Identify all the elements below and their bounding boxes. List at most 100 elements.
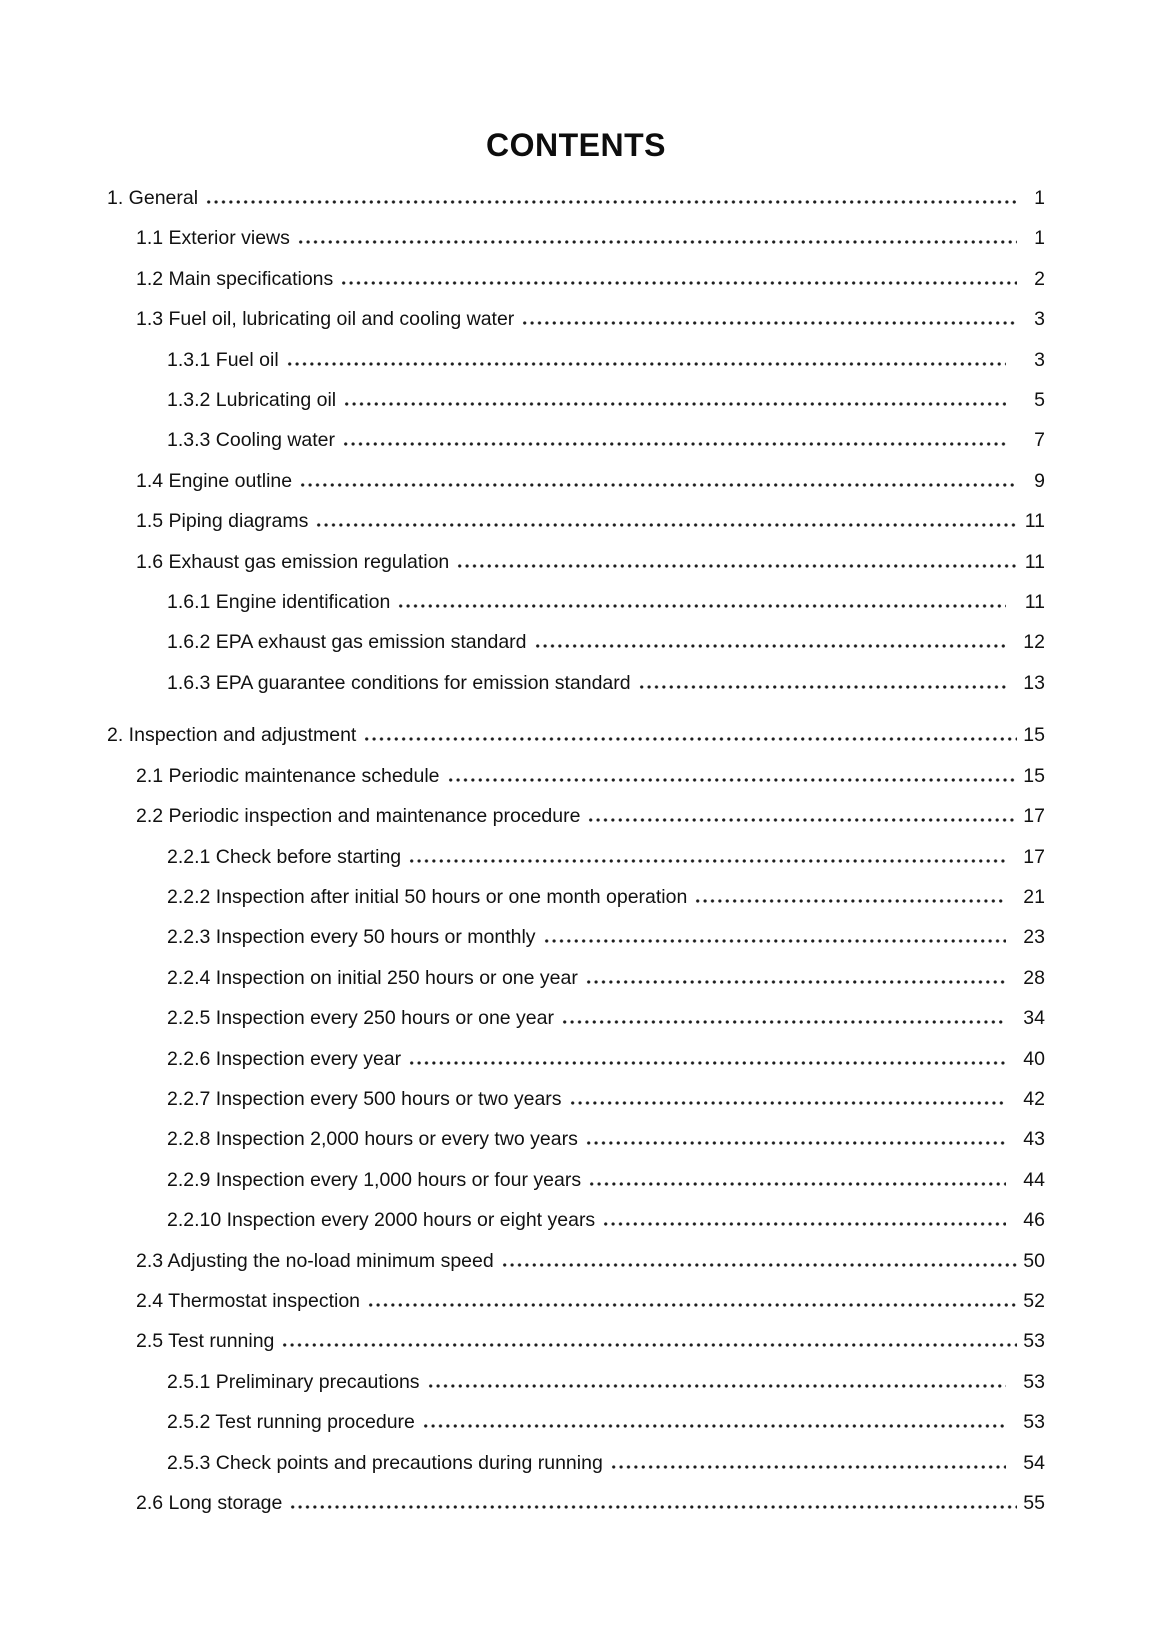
toc-entry: 1.5 Piping diagrams 11 <box>107 501 1045 541</box>
toc-dot-leader <box>408 1060 1006 1065</box>
toc-entry-page: 43 <box>1023 1128 1045 1151</box>
toc-dot-leader <box>584 979 1006 984</box>
toc-dot-leader <box>602 1222 1006 1227</box>
toc-entry: 2.2.6 Inspection every year 40 <box>107 1039 1045 1079</box>
toc-entry-page: 2 <box>1034 267 1045 290</box>
toc-entry-page: 34 <box>1023 1007 1045 1030</box>
toc-entry-page: 50 <box>1023 1249 1045 1272</box>
toc-dot-leader <box>421 1424 1006 1429</box>
toc-entry-page: 55 <box>1023 1492 1045 1514</box>
toc-entry-page: 54 <box>1023 1451 1045 1474</box>
toc-entry-page: 11 <box>1024 591 1045 614</box>
toc-dot-leader <box>500 1262 1017 1267</box>
toc-entry-label: 2.2.3 Inspection every 50 hours or month… <box>167 926 536 949</box>
toc-entry: 2.1 Periodic maintenance schedule 15 <box>107 756 1045 796</box>
toc-entry-label: 2.2.1 Check before starting <box>167 845 402 868</box>
toc-entry-label: 1.6.3 EPA guarantee conditions for emiss… <box>167 671 631 694</box>
toc-entry-label: 1. General <box>107 187 199 209</box>
toc-entry: 2.4 Thermostat inspection 52 <box>107 1281 1045 1321</box>
toc-entry-page: 15 <box>1023 764 1045 787</box>
toc-dot-leader <box>397 604 1006 609</box>
toc-entry-page: 44 <box>1023 1168 1045 1191</box>
toc-entry-page: 52 <box>1023 1289 1045 1312</box>
toc-entry-page: 23 <box>1023 926 1045 949</box>
toc-dot-leader <box>694 898 1006 903</box>
toc-entry: 1.3 Fuel oil, lubricating oil and coolin… <box>107 299 1045 339</box>
toc-entry-page: 40 <box>1023 1047 1045 1070</box>
toc-entry-label: 2.2.2 Inspection after initial 50 hours … <box>167 885 688 908</box>
toc-entry-page: 3 <box>1034 308 1045 331</box>
toc-entry-label: 2.4 Thermostat inspection <box>136 1289 361 1312</box>
toc-entry: 2.6 Long storage 55 <box>107 1483 1045 1523</box>
toc-entry-page: 9 <box>1034 469 1045 492</box>
toc-dot-leader <box>281 1343 1017 1348</box>
toc-dot-leader <box>296 240 1017 245</box>
toc-dot-leader <box>340 280 1017 285</box>
toc-list: 1. General 1 1.1 Exterior views 1 1.2 Ma… <box>107 178 1045 1523</box>
toc-entry: 2.5.3 Check points and precautions durin… <box>107 1443 1045 1483</box>
toc-entry: 2.2.5 Inspection every 250 hours or one … <box>107 998 1045 1038</box>
toc-entry-page: 53 <box>1023 1411 1045 1434</box>
toc-dot-leader <box>205 200 1017 204</box>
toc-entry-label: 1.3.2 Lubricating oil <box>167 389 337 412</box>
toc-dot-leader <box>609 1464 1006 1469</box>
toc-entry: 2.3 Adjusting the no-load minimum speed … <box>107 1241 1045 1281</box>
toc-entry: 2.2 Periodic inspection and maintenance … <box>107 796 1045 836</box>
toc-entry-label: 2.5.1 Preliminary precautions <box>167 1370 420 1393</box>
toc-entry-page: 11 <box>1024 550 1045 573</box>
toc-dot-leader <box>637 684 1006 689</box>
toc-entry-label: 2.2.9 Inspection every 1,000 hours or fo… <box>167 1168 582 1191</box>
toc-dot-leader <box>584 1141 1006 1146</box>
toc-dot-leader <box>568 1100 1006 1105</box>
toc-entry: 2.2.10 Inspection every 2000 hours or ei… <box>107 1200 1045 1240</box>
toc-dot-leader <box>289 1505 1017 1509</box>
toc-entry: 1.4 Engine outline 9 <box>107 461 1045 501</box>
toc-dot-leader <box>561 1020 1006 1025</box>
toc-entry-page: 7 <box>1034 429 1045 452</box>
toc-dot-leader <box>342 442 1006 447</box>
toc-dot-leader <box>343 402 1006 407</box>
toc-entry-page: 53 <box>1023 1330 1045 1353</box>
toc-entry-page: 5 <box>1034 389 1045 412</box>
toc-entry: 1.2 Main specifications 2 <box>107 259 1045 299</box>
toc-entry: 2. Inspection and adjustment 15 <box>107 715 1045 755</box>
toc-entry-label: 2.2.8 Inspection 2,000 hours or every tw… <box>167 1128 578 1151</box>
toc-dot-leader <box>367 1302 1017 1307</box>
toc-entry-label: 2.3 Adjusting the no-load minimum speed <box>136 1249 494 1272</box>
toc-entry-page: 1 <box>1034 227 1045 250</box>
toc-entry: 1.3.2 Lubricating oil 5 <box>107 380 1045 420</box>
toc-entry: 1.6.2 EPA exhaust gas emission standard … <box>107 622 1045 662</box>
toc-entry-page: 3 <box>1034 348 1045 371</box>
toc-entry-label: 2.5.2 Test running procedure <box>167 1411 415 1434</box>
toc-entry-label: 1.6 Exhaust gas emission regulation <box>136 550 450 573</box>
toc-entry: 2.2.8 Inspection 2,000 hours or every tw… <box>107 1119 1045 1159</box>
toc-entry: 2.2.7 Inspection every 500 hours or two … <box>107 1079 1045 1119</box>
toc-entry-label: 2.2.7 Inspection every 500 hours or two … <box>167 1087 562 1110</box>
toc-entry: 2.5.2 Test running procedure 53 <box>107 1402 1045 1442</box>
toc-entry-page: 12 <box>1023 631 1045 654</box>
toc-entry: 1.3.3 Cooling water 7 <box>107 420 1045 460</box>
toc-entry-label: 1.3 Fuel oil, lubricating oil and coolin… <box>136 308 515 331</box>
toc-entry: 2.2.2 Inspection after initial 50 hours … <box>107 877 1045 917</box>
toc-entry-page: 17 <box>1023 845 1045 868</box>
toc-entry-page: 13 <box>1023 671 1045 694</box>
toc-entry: 1.6 Exhaust gas emission regulation 11 <box>107 542 1045 582</box>
toc-dot-leader <box>285 361 1006 366</box>
toc-dot-leader <box>363 737 1017 742</box>
toc-entry-label: 1.5 Piping diagrams <box>136 510 309 533</box>
toc-dot-leader <box>587 818 1017 823</box>
page-title: CONTENTS <box>486 127 666 163</box>
toc-entry: 2.2.9 Inspection every 1,000 hours or fo… <box>107 1160 1045 1200</box>
toc-entry-label: 2.2.10 Inspection every 2000 hours or ei… <box>167 1209 596 1232</box>
toc-entry-page: 53 <box>1023 1370 1045 1393</box>
toc-dot-leader <box>299 482 1017 487</box>
toc-entry: 2.2.4 Inspection on initial 250 hours or… <box>107 958 1045 998</box>
toc-entry-label: 2.5 Test running <box>136 1330 275 1353</box>
toc-entry-page: 28 <box>1023 966 1045 989</box>
toc-entry-label: 2.2.6 Inspection every year <box>167 1047 402 1070</box>
toc-entry: 1.6.1 Engine identification 11 <box>107 582 1045 622</box>
toc-entry: 2.5.1 Preliminary precautions 53 <box>107 1362 1045 1402</box>
toc-entry-label: 2.2 Periodic inspection and maintenance … <box>136 805 581 828</box>
toc-entry: 1. General 1 <box>107 178 1045 218</box>
